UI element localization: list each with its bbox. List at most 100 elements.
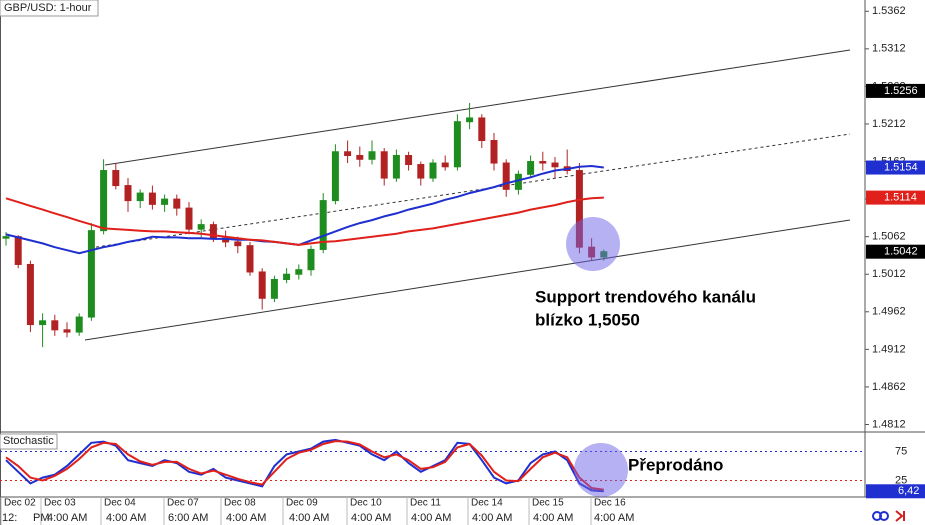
y-tick-label: 1.5312 xyxy=(872,43,906,55)
candle-body xyxy=(380,151,388,179)
x-date-label: Dec 10 xyxy=(350,498,382,509)
x-time-label: 4:00 AM xyxy=(351,512,391,524)
x-time-label: 4:00 AM xyxy=(289,512,329,524)
annotation: Support trendového kanálu xyxy=(535,287,756,306)
channel-upper xyxy=(104,49,851,166)
candle-body xyxy=(63,329,71,333)
annotation: Přeprodáno xyxy=(628,455,723,474)
x-time-label: 4:00 AM xyxy=(226,512,266,524)
candle-body xyxy=(270,278,278,299)
y-tick-label: 75 xyxy=(895,445,907,457)
price-flag-label: 1.5256 xyxy=(884,85,918,97)
candle-body xyxy=(39,320,47,326)
candle-body xyxy=(551,162,559,168)
candle-body xyxy=(148,192,156,205)
x-time-label: PM xyxy=(33,512,50,524)
y-tick-label: 1.4962 xyxy=(872,306,906,318)
candle-body xyxy=(344,151,352,157)
chart-title: GBP/USD: 1-hour xyxy=(4,2,92,14)
candle-body xyxy=(185,207,193,230)
x-date-label: Dec 15 xyxy=(532,498,564,509)
candle-body xyxy=(258,271,266,299)
x-date-label: Dec 09 xyxy=(286,498,318,509)
candle-body xyxy=(161,198,169,205)
candle-body xyxy=(197,224,205,230)
stoch-flag xyxy=(866,484,925,499)
x-time-label: 4:00 AM xyxy=(411,512,451,524)
x-time-label: 4:00 AM xyxy=(472,512,512,524)
x-date-label: Dec 07 xyxy=(167,498,199,509)
price-flag xyxy=(866,83,925,98)
candle-body xyxy=(112,170,120,187)
candle-body xyxy=(331,151,339,202)
y-tick-label: 1.5212 xyxy=(872,118,906,130)
x-date-label: Dec 14 xyxy=(471,498,503,509)
x-time-label: 4:00 AM xyxy=(47,512,87,524)
candle-body xyxy=(319,200,327,250)
indicator-line xyxy=(5,440,604,491)
highlight xyxy=(574,443,628,497)
x-time-label: 12: xyxy=(2,512,17,524)
x-time-label: 4:00 AM xyxy=(106,512,146,524)
annotation: blízko 1,5050 xyxy=(535,310,640,329)
candle-body xyxy=(490,139,498,164)
candle-body xyxy=(307,248,315,271)
y-tick-label: 1.5012 xyxy=(872,268,906,280)
candle-body xyxy=(441,162,449,168)
candle-body xyxy=(124,185,132,202)
candle-body xyxy=(502,162,510,190)
link-icon[interactable] xyxy=(879,511,889,521)
channel-lower xyxy=(84,219,851,341)
stoch-flag-label: 6,42 xyxy=(898,485,919,497)
y-tick-label: 1.5362 xyxy=(872,5,906,17)
y-tick-label: 25 xyxy=(895,474,907,486)
ma-flag-label: 1.5154 xyxy=(884,161,918,173)
toolbar-icons xyxy=(872,510,905,522)
x-date-label: Dec 08 xyxy=(224,498,256,509)
highlight xyxy=(566,217,620,271)
x-date-label: Dec 11 xyxy=(410,498,441,509)
x-date-label: Dec 16 xyxy=(594,498,626,509)
candle-body xyxy=(417,164,425,179)
stoch-title: Stochastic xyxy=(3,435,54,447)
ma-flag xyxy=(866,160,925,175)
x-date-label: Dec 03 xyxy=(44,498,76,509)
candle-body xyxy=(539,161,547,164)
candle-body xyxy=(368,151,376,160)
candle-body xyxy=(527,161,535,175)
x-date-label: Dec 02 xyxy=(4,498,36,509)
candle-body xyxy=(26,263,34,326)
candle-body xyxy=(234,241,242,247)
candle-body xyxy=(173,198,181,209)
ma-flag-label: 1.5114 xyxy=(884,191,917,203)
indicator-line xyxy=(5,164,604,255)
x-time-label: 6:00 AM xyxy=(168,512,208,524)
ma-flag xyxy=(866,190,925,205)
indicator-line xyxy=(5,196,604,246)
candle-body xyxy=(87,230,95,318)
candle-body xyxy=(100,170,108,232)
candle-body xyxy=(429,162,437,179)
candle-body xyxy=(356,155,364,160)
y-tick-label: 1.4812 xyxy=(872,418,906,430)
y-tick-label: 1.4862 xyxy=(872,381,906,393)
candle-body xyxy=(2,236,10,239)
candle-body xyxy=(453,121,461,168)
x-time-label: 4:00 AM xyxy=(533,512,573,524)
y-tick-label: 1.5062 xyxy=(872,231,906,243)
x-date-label: Dec 04 xyxy=(104,498,136,509)
stoch-title-box xyxy=(0,433,58,450)
scroll-icon[interactable] xyxy=(895,510,905,522)
candle-body xyxy=(51,320,59,331)
candle-body xyxy=(246,245,254,273)
title-box xyxy=(0,0,99,17)
candle-body xyxy=(75,316,83,333)
y-tick-label: 1.4912 xyxy=(872,343,906,355)
candle-body xyxy=(14,236,22,265)
candle-body xyxy=(136,192,144,202)
x-time-label: 4:00 AM xyxy=(594,512,634,524)
close-flag-label: 1.5042 xyxy=(884,246,918,258)
candle-body xyxy=(283,273,291,280)
